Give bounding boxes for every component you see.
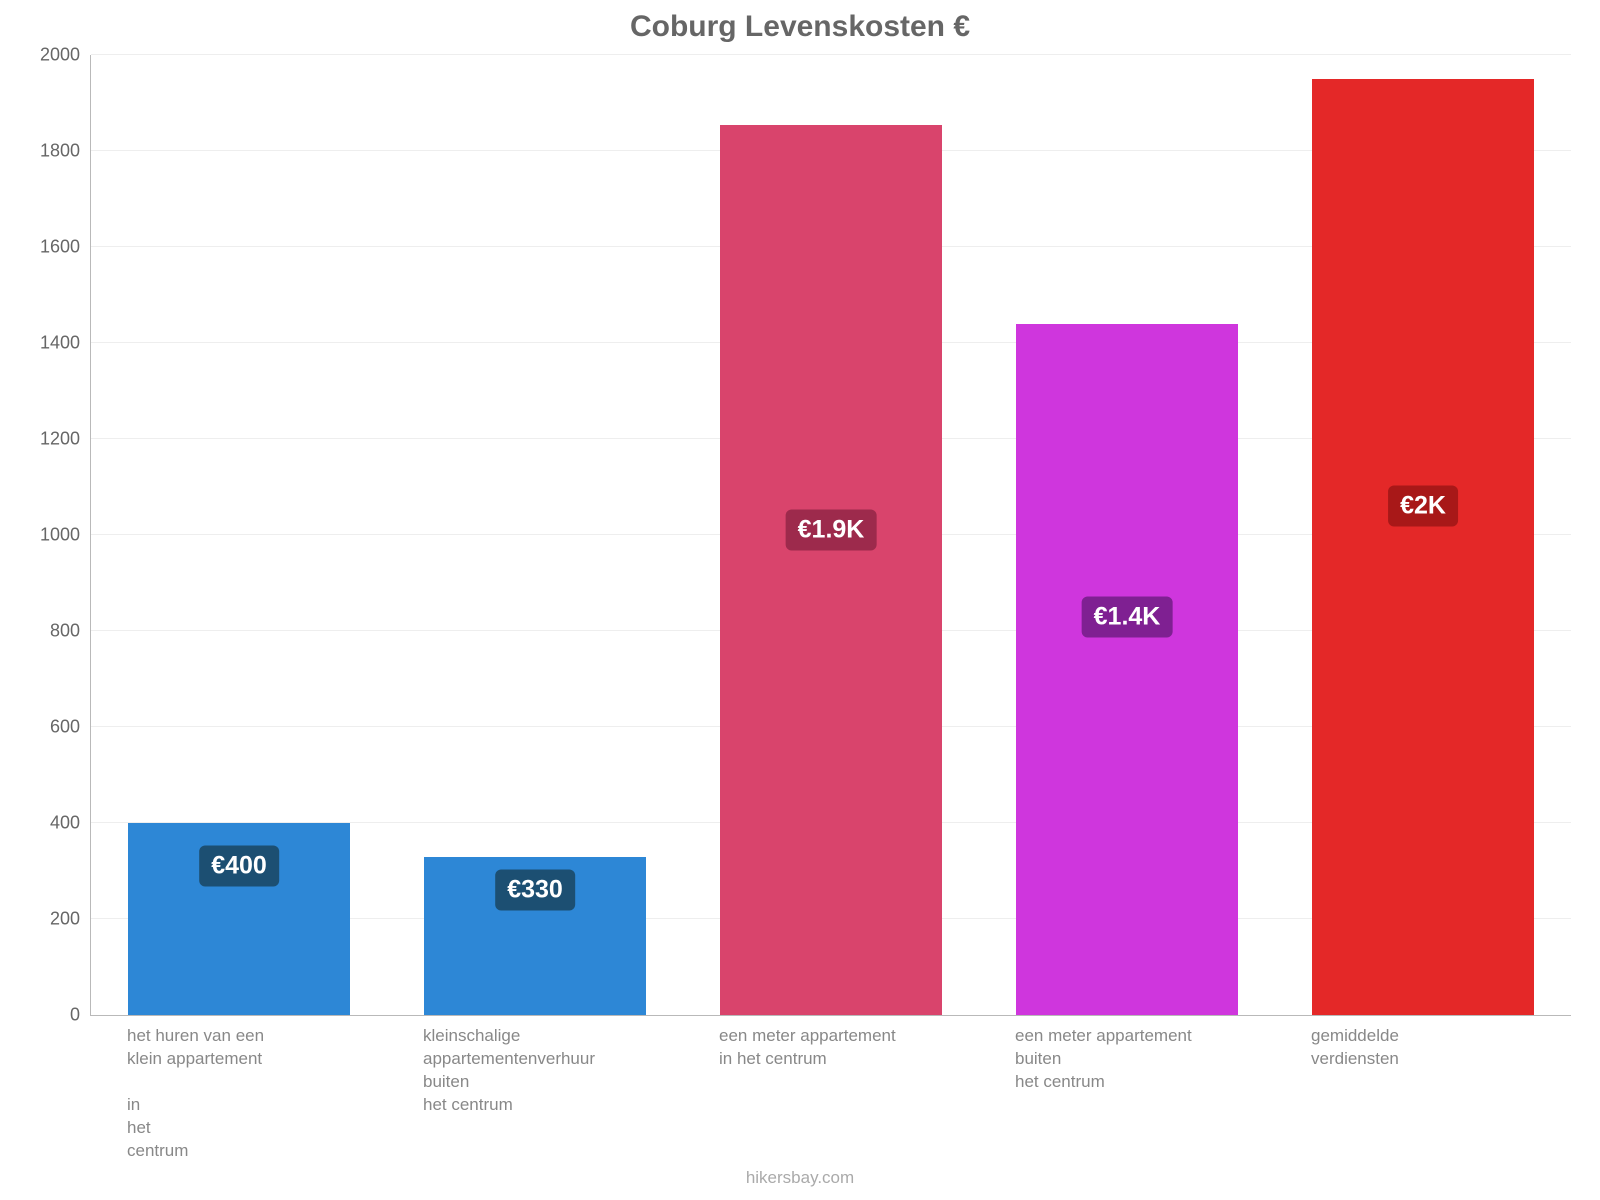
source-label: hikersbay.com [0,1168,1600,1188]
y-tick-label: 400 [0,813,80,834]
y-tick-label: 1000 [0,525,80,546]
y-tick-label: 1800 [0,141,80,162]
y-tick-label: 1600 [0,237,80,258]
bar-value-label: €1.4K [1082,596,1173,637]
bar-value-label: €330 [495,870,575,911]
plot-area: €400 €330 €1.9K €1.4K €2K [90,55,1571,1016]
bar [720,125,942,1015]
x-category-label: kleinschalige appartementenverhuur buite… [423,1025,719,1117]
bar [1016,324,1238,1015]
bar-value-label: €1.9K [786,510,877,551]
gridline [91,54,1571,55]
y-tick-label: 2000 [0,45,80,66]
x-category-label: een meter appartement in het centrum [719,1025,1015,1071]
x-category-label: het huren van een klein appartement in h… [127,1025,423,1163]
y-tick-label: 1200 [0,429,80,450]
x-category-label: een meter appartement buiten het centrum [1015,1025,1311,1094]
y-tick-label: 1400 [0,333,80,354]
y-tick-label: 200 [0,909,80,930]
y-tick-label: 800 [0,621,80,642]
x-category-label: gemiddelde verdiensten [1311,1025,1600,1071]
chart-title: Coburg Levenskosten € [0,10,1600,44]
bar [1312,79,1534,1015]
bar-value-label: €2K [1388,486,1458,527]
y-tick-label: 600 [0,717,80,738]
y-tick-label: 0 [0,1005,80,1026]
bar-value-label: €400 [199,846,279,887]
chart-container: Coburg Levenskosten € €400 €330 €1.9K €1.4K… [0,0,1600,1200]
